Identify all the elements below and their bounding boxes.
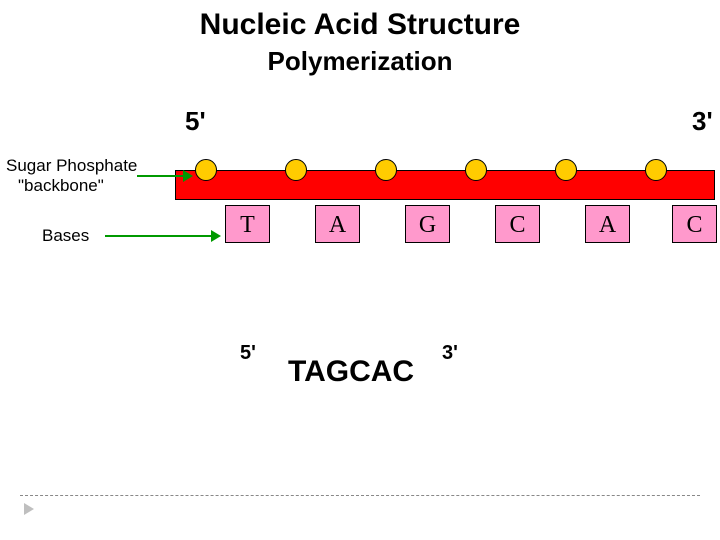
sequence-five-prime: 5'	[240, 342, 256, 365]
base-box: A	[315, 205, 360, 243]
phosphate-circle	[375, 159, 397, 181]
phosphate-circle	[555, 159, 577, 181]
backbone-label-l2: "backbone"	[6, 176, 137, 196]
base-letter: C	[509, 212, 525, 238]
base-letter: C	[686, 212, 702, 238]
base-box: T	[225, 205, 270, 243]
divider-line	[20, 495, 700, 496]
base-box: C	[495, 205, 540, 243]
base-letter: A	[329, 212, 346, 238]
arrow-line	[137, 175, 185, 177]
base-letter: T	[240, 212, 255, 238]
page-title: Nucleic Acid Structure	[0, 8, 720, 42]
arrow-head-icon	[211, 230, 221, 242]
sequence-text: TAGCAC	[288, 355, 414, 389]
three-prime-label: 3'	[692, 106, 713, 137]
arrow-line	[105, 235, 213, 237]
phosphate-circle	[285, 159, 307, 181]
base-letter: G	[419, 212, 436, 238]
sequence-three-prime: 3'	[442, 342, 458, 365]
bases-label: Bases	[42, 226, 89, 246]
base-box: G	[405, 205, 450, 243]
arrow-head-icon	[183, 170, 193, 182]
base-box: A	[585, 205, 630, 243]
backbone-bar	[175, 170, 715, 200]
base-box: C	[672, 205, 717, 243]
play-icon	[24, 503, 34, 515]
phosphate-circle	[645, 159, 667, 181]
phosphate-circle	[195, 159, 217, 181]
page-subtitle: Polymerization	[0, 46, 720, 77]
phosphate-circle	[465, 159, 487, 181]
base-letter: A	[599, 212, 616, 238]
backbone-label-l1: Sugar Phosphate	[6, 156, 137, 176]
backbone-label: Sugar Phosphate "backbone"	[6, 156, 137, 195]
five-prime-label: 5'	[185, 106, 206, 137]
